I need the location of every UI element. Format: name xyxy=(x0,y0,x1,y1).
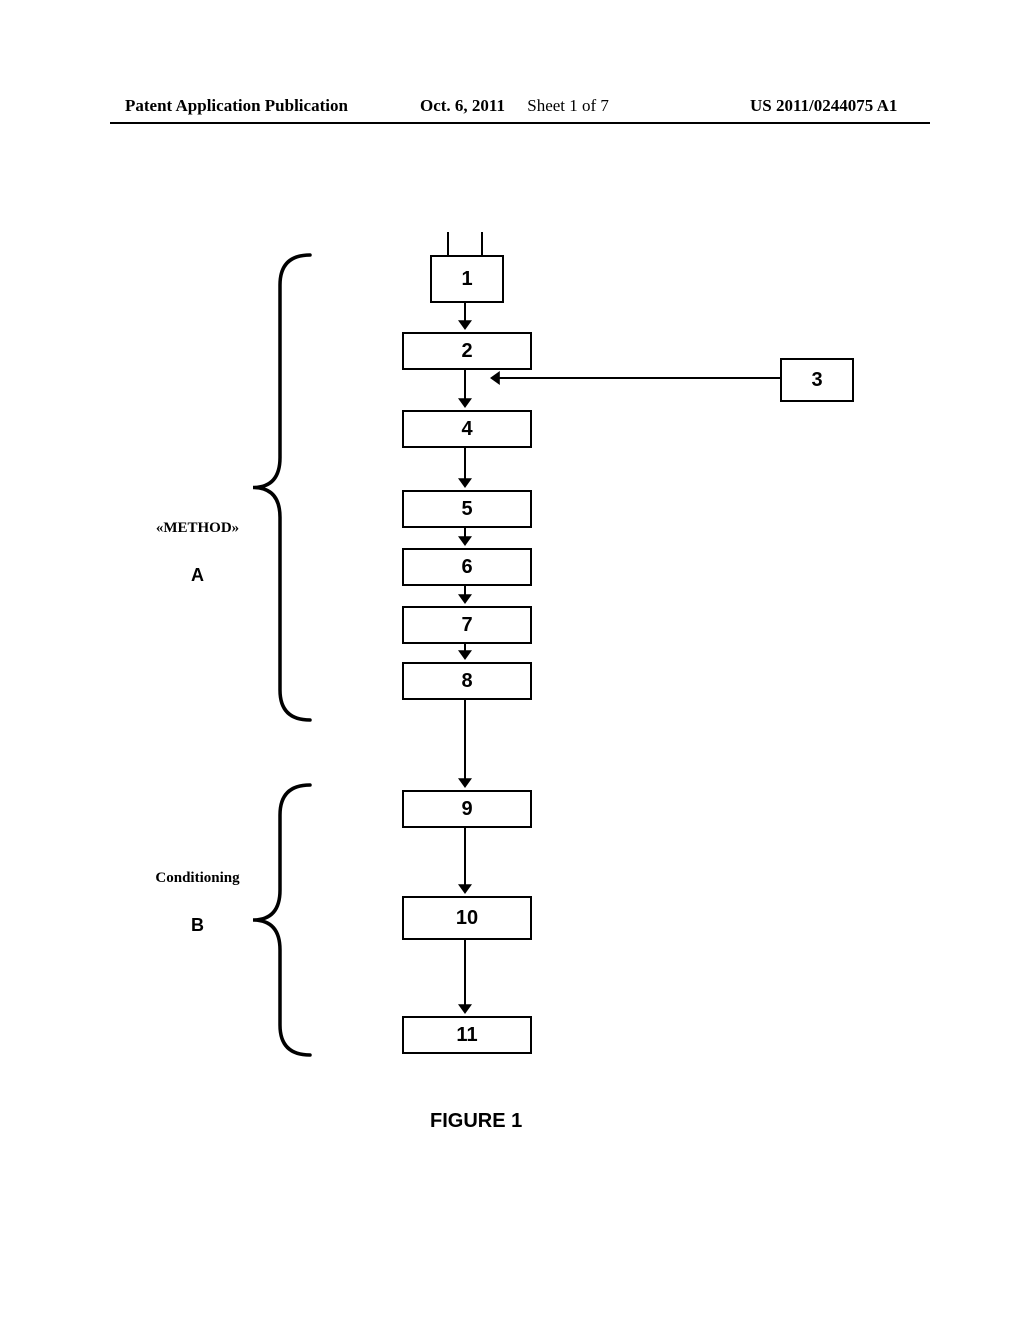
flow-node-8: 8 xyxy=(402,662,532,700)
section-letter-a: A xyxy=(140,565,255,586)
flow-node-10: 10 xyxy=(402,896,532,940)
section-label-a: «METHOD» A xyxy=(140,520,255,586)
flow-node-3: 3 xyxy=(780,358,854,402)
flow-node-4: 4 xyxy=(402,410,532,448)
figure-caption: FIGURE 1 xyxy=(430,1110,522,1133)
flow-node-5: 5 xyxy=(402,490,532,528)
flow-node-1: 1 xyxy=(430,255,504,303)
section-label-b: Conditioning B xyxy=(140,870,255,936)
flow-node-11: 11 xyxy=(402,1016,532,1054)
flow-node-6: 6 xyxy=(402,548,532,586)
flow-node-9: 9 xyxy=(402,790,532,828)
page: Patent Application Publication Oct. 6, 2… xyxy=(0,0,1024,1320)
section-tag-a: «METHOD» xyxy=(140,520,255,537)
flow-node-7: 7 xyxy=(402,606,532,644)
section-letter-b: B xyxy=(140,915,255,936)
section-tag-b: Conditioning xyxy=(140,870,255,887)
flow-node-2: 2 xyxy=(402,332,532,370)
